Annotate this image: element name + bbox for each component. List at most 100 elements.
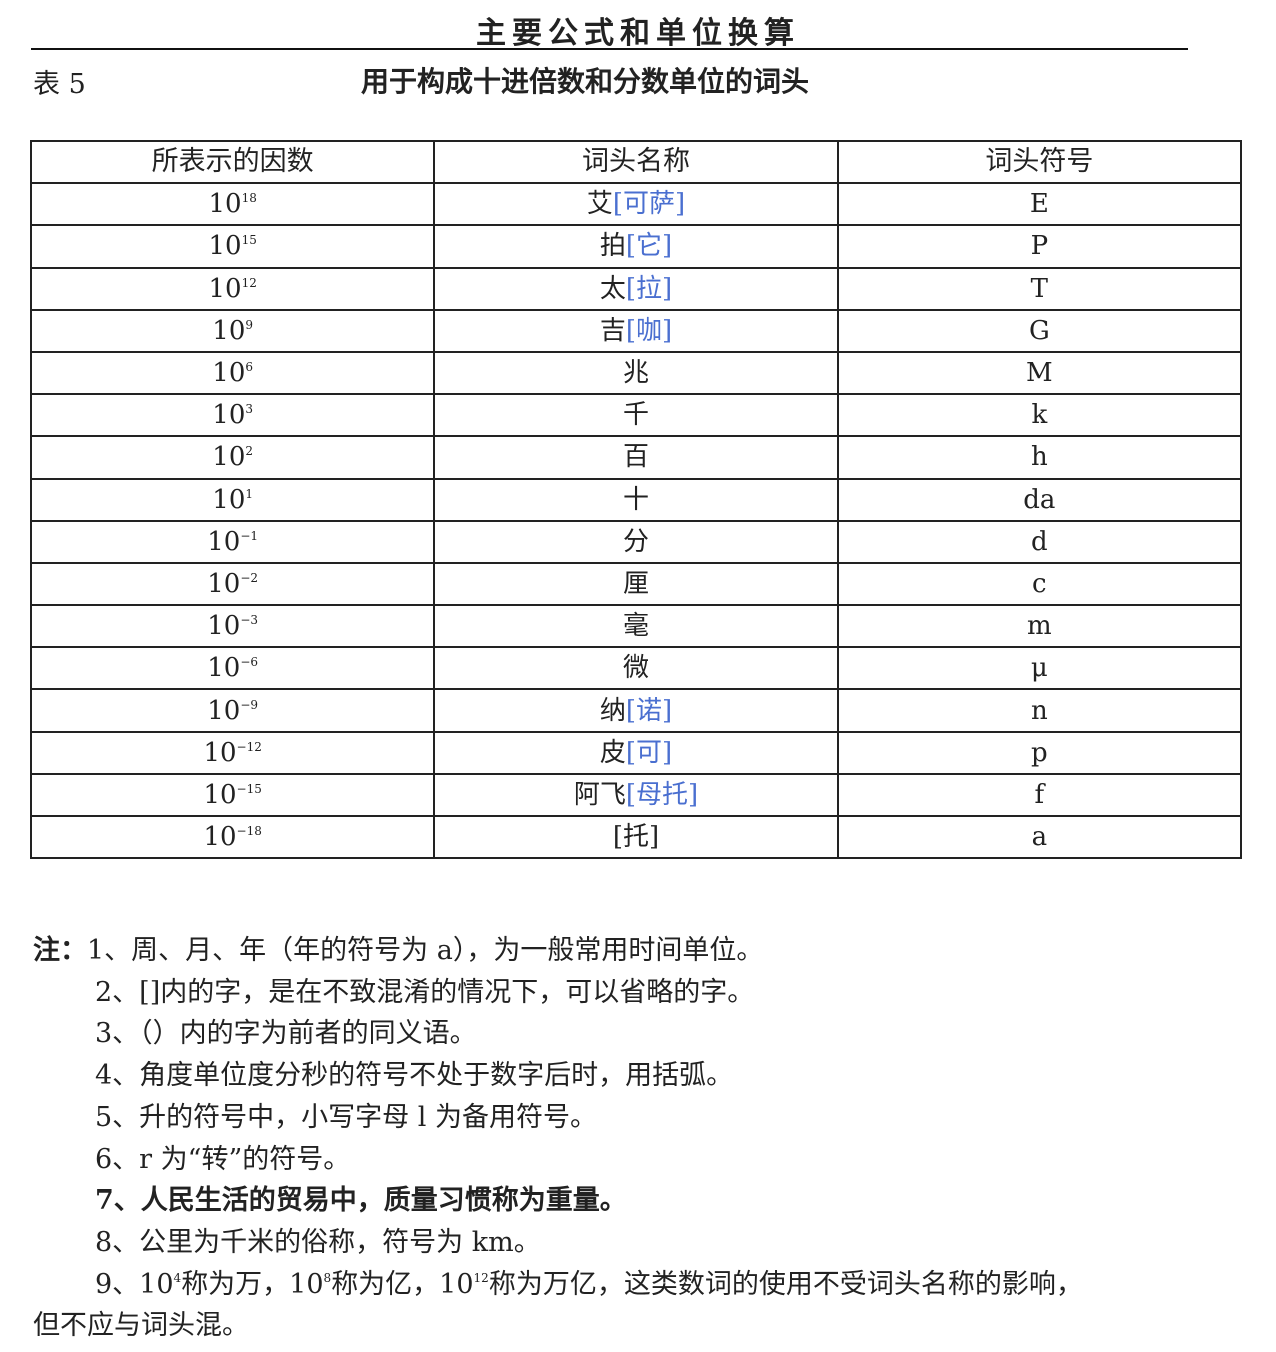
table-row: 10−2 厘 c — [29, 561, 1243, 607]
factor-cell: 10−15 — [29, 772, 436, 818]
factor-cell: 10−18 — [29, 814, 436, 860]
exponent: −2 — [240, 570, 259, 585]
prefix-name-cell: 千 — [433, 393, 839, 438]
factor-cell: 10−3 — [29, 604, 436, 649]
exponent: −9 — [240, 697, 259, 712]
prefix-name-cell: 微 — [433, 646, 839, 691]
prefix-name-cell: [托] — [433, 814, 839, 860]
note-item-continuation: 但不应与词头混。 — [33, 1310, 249, 1342]
table-row: 10−15 阿飞[母托] f — [29, 772, 1243, 818]
table-row: 10−6 微 μ — [29, 646, 1243, 691]
prefix-name-cell: 毫 — [433, 604, 839, 649]
prefix-name-cell: 兆 — [433, 350, 839, 396]
exponent: 6 — [245, 360, 254, 375]
prefix-symbol-cell: T — [836, 266, 1243, 311]
table-row: 103 千 k — [29, 393, 1243, 438]
table-title: 用于构成十进倍数和分数单位的词头 — [360, 65, 809, 98]
omittable-chars: [母托] — [625, 779, 699, 810]
table-row: 102 百 h — [29, 435, 1243, 480]
prefix-symbol-cell: E — [836, 182, 1243, 227]
table-row: 10−18 [托] a — [29, 814, 1243, 860]
table-row: 1015 拍[它] P — [29, 224, 1243, 269]
table-row: 1018 艾[可萨] E — [29, 182, 1243, 227]
table-row: 101 十 da — [29, 477, 1243, 522]
exponent: −6 — [240, 655, 259, 670]
note-item: 9、104称为万，108称为亿，1012称为万亿，这类数词的使用不受词头名称的影… — [95, 1268, 1083, 1300]
table-row: 1012 太[拉] T — [29, 266, 1243, 311]
prefix-symbol-cell: k — [836, 393, 1243, 438]
factor-cell: 102 — [29, 435, 436, 480]
exponent: 3 — [245, 402, 254, 417]
omittable-chars: [可萨] — [612, 189, 686, 220]
prefix-name-cell: 阿飞[母托] — [433, 772, 839, 818]
exponent: −15 — [236, 781, 262, 796]
prefix-name-cell: 纳[诺] — [433, 688, 839, 733]
exponent: 1 — [245, 486, 254, 501]
exponent: 15 — [241, 233, 257, 248]
prefix-name-cell: 分 — [433, 519, 839, 564]
prefix-symbol-cell: n — [836, 688, 1243, 733]
table-row: 10−12 皮[可] p — [29, 730, 1243, 775]
omittable-chars: [它] — [625, 231, 673, 262]
table-header-row: 所表示的因数 词头名称 词头符号 — [29, 139, 1243, 185]
table-row: 109 吉[咖] G — [29, 308, 1243, 353]
exponent: −18 — [236, 824, 262, 839]
prefix-symbol-cell: M — [836, 350, 1243, 396]
omittable-chars: [可] — [625, 737, 673, 768]
prefix-name-cell: 百 — [433, 435, 839, 480]
note-item: 3、（）内的字为前者的同义语。 — [95, 1018, 477, 1050]
factor-cell: 1012 — [29, 266, 436, 311]
header-rule — [31, 48, 1188, 50]
omittable-chars: [诺] — [625, 695, 673, 726]
prefix-name-cell: 十 — [433, 477, 839, 522]
table-row: 106 兆 M — [29, 350, 1243, 396]
factor-cell: 103 — [29, 393, 436, 438]
omittable-chars: [拉] — [625, 273, 673, 304]
prefix-name-cell: 艾[可萨] — [433, 182, 839, 227]
prefix-name-cell: 皮[可] — [433, 730, 839, 775]
note-item: 7、人民生活的贸易中，质量习惯称为重量。 — [95, 1185, 627, 1217]
prefix-symbol-cell: P — [836, 224, 1243, 269]
exponent: −3 — [240, 613, 259, 628]
exponent: −12 — [236, 739, 262, 754]
running-header: 主要公式和单位换算 — [476, 16, 800, 51]
prefix-symbol-cell: c — [836, 561, 1243, 607]
prefix-symbol-cell: μ — [836, 646, 1243, 691]
column-header: 词头名称 — [433, 139, 839, 185]
note-item: 2、[]内的字，是在不致混淆的情况下，可以省略的字。 — [95, 976, 755, 1008]
prefix-name-cell: 厘 — [433, 561, 839, 607]
prefix-table: 所表示的因数 词头名称 词头符号 1018 艾[可萨] E 1015 拍[它] P 1012… — [29, 139, 1243, 860]
factor-cell: 1015 — [29, 224, 436, 269]
note-item: 4、角度单位度分秒的符号不处于数字后时，用括弧。 — [95, 1060, 734, 1092]
table-row: 10−3 毫 m — [29, 604, 1243, 649]
prefix-symbol-cell: G — [836, 308, 1243, 353]
prefix-symbol-cell: f — [836, 772, 1243, 818]
notes-prefix: 注： — [33, 935, 87, 966]
table-label: 表 5 — [33, 69, 86, 100]
note-item: 6、r 为“转”的符号。 — [95, 1143, 351, 1175]
factor-cell: 10−6 — [29, 646, 436, 691]
prefix-symbol-cell: h — [836, 435, 1243, 480]
prefix-symbol-cell: a — [836, 814, 1243, 860]
table-row: 10−9 纳[诺] n — [29, 688, 1243, 733]
factor-cell: 101 — [29, 477, 436, 522]
note-item: 5、升的符号中，小写字母 l 为备用符号。 — [95, 1101, 597, 1133]
prefix-symbol-cell: da — [836, 477, 1243, 522]
column-header: 所表示的因数 — [29, 139, 436, 185]
factor-cell: 10−12 — [29, 730, 436, 775]
exponent: 9 — [245, 317, 254, 332]
notes: 注：1、周、月、年（年的符号为 a），为一般常用时间单位。 2、[]内的字，是在… — [33, 930, 1248, 1347]
factor-cell: 106 — [29, 350, 436, 396]
exponent: 2 — [245, 444, 254, 459]
prefix-symbol-cell: p — [836, 730, 1243, 775]
note-item: 8、公里为千米的俗称，符号为 km。 — [95, 1226, 541, 1258]
prefix-symbol-cell: m — [836, 604, 1243, 649]
factor-cell: 10−9 — [29, 688, 436, 733]
factor-cell: 1018 — [29, 182, 436, 227]
prefix-symbol-cell: d — [836, 519, 1243, 564]
exponent: 18 — [241, 191, 257, 206]
exponent: 12 — [241, 275, 257, 290]
column-header: 词头符号 — [836, 139, 1243, 185]
omittable-chars: [咖] — [625, 315, 673, 346]
factor-cell: 109 — [29, 308, 436, 353]
